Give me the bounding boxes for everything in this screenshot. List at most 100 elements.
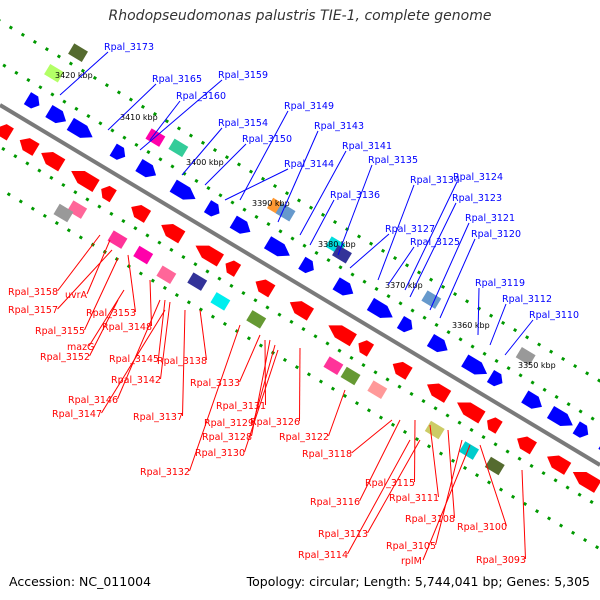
reverse-gene-arrow: [427, 383, 452, 403]
leader-line: [359, 419, 401, 502]
gene-label: Rpal_3110: [529, 310, 579, 321]
gene-label: Rpal_3128: [202, 432, 252, 443]
feature-block: [107, 230, 128, 249]
leader-line: [429, 222, 470, 311]
leader-line: [127, 254, 136, 313]
reverse-gene-arrow: [161, 223, 186, 244]
forward-gene-arrow: [109, 143, 126, 160]
leader-line: [409, 202, 457, 298]
tick-label: 3370 kbp: [385, 281, 423, 290]
gene-label: Rpal_3160: [176, 91, 226, 102]
leader-line: [88, 289, 125, 347]
leader-line: [204, 143, 247, 186]
feature-tracks: [0, 19, 600, 551]
leader-line: [447, 429, 455, 519]
gene-label: Rpal_3120: [471, 229, 521, 240]
leader-line: [158, 299, 166, 359]
gene-label: Rpal_3116: [310, 497, 360, 508]
forward-gene-arrow: [546, 405, 573, 427]
forward-gene-arrow: [135, 159, 157, 178]
label-leader-lines: [57, 51, 534, 561]
feature-block: [367, 380, 388, 399]
forward-gene-arrow: [426, 333, 448, 353]
forward-gene-arrow: [203, 200, 220, 217]
gene-label: Rpal_3114: [298, 550, 348, 561]
feature-block: [515, 346, 536, 366]
reverse-gene-arrow: [101, 185, 117, 203]
gene-label: Rpal_3121: [465, 213, 515, 224]
forward-gene-arrow: [169, 179, 196, 200]
genome-backbone: [0, 103, 600, 467]
tick-label: 3410 kbp: [120, 113, 158, 122]
gene-label: Rpal_3123: [452, 193, 502, 204]
leader-line: [299, 150, 347, 236]
tick-label: 3380 kbp: [318, 240, 356, 249]
leader-line: [149, 100, 181, 141]
feature-block: [68, 43, 88, 62]
feature-block: [484, 456, 505, 476]
gene-label: Rpal_3126: [250, 417, 300, 428]
forward-gene-arrow: [366, 297, 393, 318]
gene-label: Rpal_3143: [314, 121, 364, 132]
gene-label: Rpal_3115: [365, 478, 415, 489]
gene-label: Rpal_3131: [216, 401, 266, 412]
forward-gene-arrow: [229, 215, 251, 234]
gene-label: Rpal_3173: [104, 42, 154, 53]
reverse-gene-arrow: [517, 436, 537, 455]
gene-label: Rpal_3113: [318, 529, 368, 540]
gene-label: Rpal_3145: [109, 354, 159, 365]
feature-block: [210, 292, 231, 311]
leader-line: [521, 469, 526, 560]
leader-line: [477, 287, 480, 336]
accession-text: Accession: NC_011004: [9, 574, 152, 589]
leader-line: [299, 347, 301, 422]
feature-block: [53, 203, 74, 223]
reverse-gene-arrow: [195, 245, 224, 267]
reverse-gene-arrow: [328, 325, 357, 347]
leader-line: [414, 419, 416, 483]
gene-label: Rpal_3153: [86, 308, 136, 319]
feature-block: [421, 290, 442, 309]
leader-line: [107, 83, 157, 131]
gene-label: Rpal_3135: [368, 155, 418, 166]
feature-block: [275, 202, 296, 222]
gene-label: Rpal_3100: [457, 522, 507, 533]
feature-block: [168, 138, 189, 158]
leader-line: [239, 334, 261, 383]
gene-label: Rpal_3132: [140, 467, 190, 478]
forward-gene-arrow: [396, 315, 413, 333]
gene-label: Rpal_3142: [111, 375, 161, 386]
leader-line: [377, 184, 415, 281]
tick-label: 3350 kbp: [518, 361, 556, 370]
reverse-gene-arrow: [572, 471, 600, 493]
gene-label: mazG: [67, 342, 94, 353]
gene-label: Rpal_3112: [502, 294, 552, 305]
leader-line: [244, 349, 279, 453]
gene-label: Rpal_3125: [410, 237, 460, 248]
gene-label: Rpal_3144: [284, 159, 334, 170]
gene-label: Rpal_3119: [475, 278, 525, 289]
leader-line: [59, 51, 109, 96]
genome-summary-text: Topology: circular; Length: 5,744,041 bp…: [246, 574, 590, 589]
gene-label: Rpal_3136: [330, 190, 380, 201]
gene-label: Rpal_3111: [389, 493, 439, 504]
gene-label: Rpal_3108: [405, 514, 455, 525]
gene-label: Rpal_3152: [40, 352, 90, 363]
gene-label: Rpal_3093: [476, 555, 526, 566]
gene-label: Rpal_3137: [133, 412, 183, 423]
reverse-gene-arrow: [487, 417, 503, 434]
gene-label: Rpal_3124: [453, 172, 503, 183]
forward-gene-arrow: [521, 390, 542, 409]
tick-marks: 3420 kbp 3410 kbp 3400 kbp 3390 kbp 3380 kbp…: [55, 71, 556, 370]
leader-line: [337, 164, 373, 256]
leader-line: [160, 301, 171, 380]
leader-line: [309, 199, 335, 246]
reverse-gene-arrow: [392, 361, 413, 380]
gene-label: Rpal_3138: [157, 356, 207, 367]
gene-label: Rpal_3146: [68, 395, 118, 406]
reverse-gene-arrow: [255, 279, 276, 298]
forward-gene-arrow: [461, 354, 488, 375]
tick-label: 3420 kbp: [55, 71, 93, 80]
gene-label: Rpal_3127: [385, 224, 435, 235]
